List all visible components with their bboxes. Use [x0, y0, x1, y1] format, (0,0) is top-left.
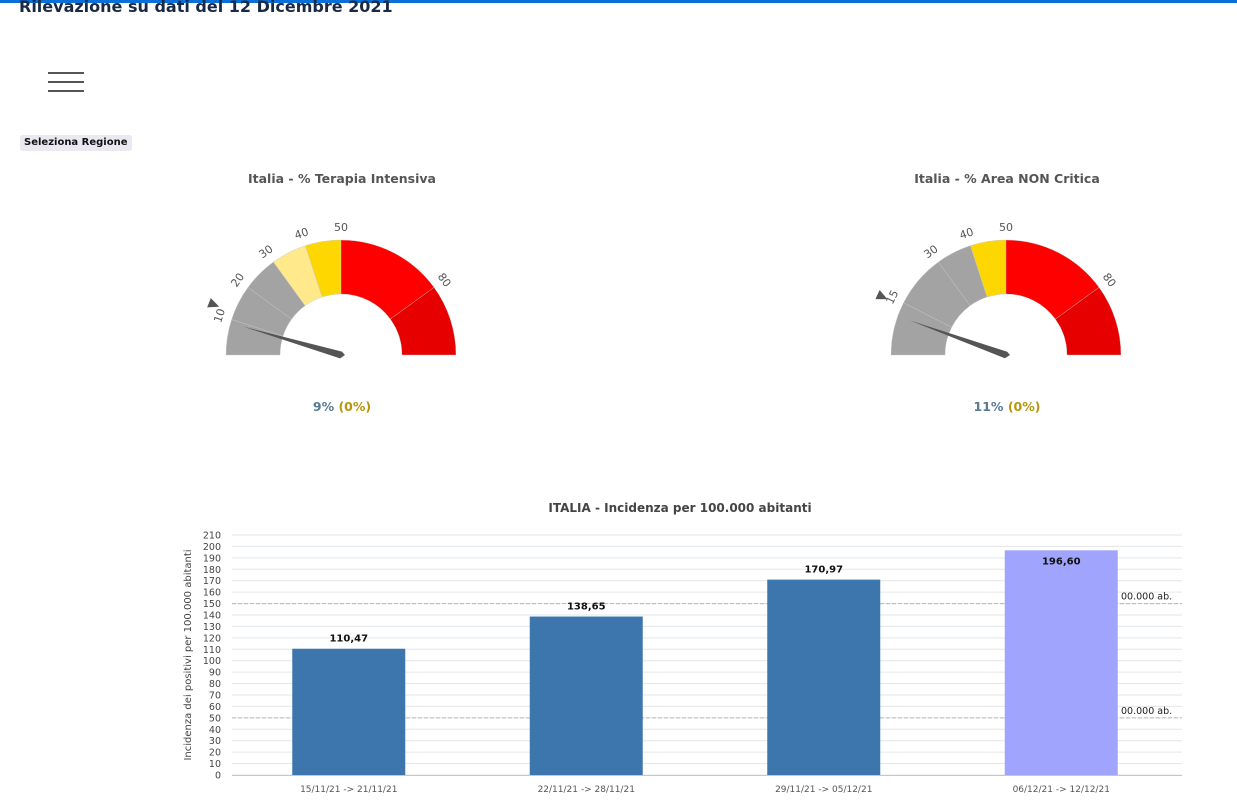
gauge-delta: (0%)	[1007, 399, 1041, 414]
gauge-tick-label: 50	[334, 221, 348, 234]
gauge-tick-label: 15	[883, 288, 901, 306]
gauge-tick-label: 80	[435, 271, 454, 290]
gauge-marker-icon	[875, 290, 888, 300]
gauge-percent: 11%	[973, 399, 1004, 414]
gauge-needle	[910, 320, 1010, 359]
gauge-value-non-critical: 11% (0%)	[907, 399, 1107, 414]
gauge-tick-label: 20	[228, 271, 247, 290]
gauge-tick-label: 80	[1100, 271, 1119, 290]
gauge-tick-label: 10	[211, 307, 228, 324]
gauge-percent: 9%	[312, 399, 335, 414]
gauge-tick-label: 40	[293, 225, 310, 242]
select-region-button[interactable]: Seleziona Regione	[20, 135, 132, 151]
gauge-needle	[243, 326, 345, 359]
page-title: Rilevazione su dati del 12 Dicembre 2021	[19, 0, 393, 16]
hamburger-icon[interactable]	[48, 72, 84, 94]
gauge-title-non-critical: Italia - % Area NON Critica	[914, 171, 1100, 186]
gauge-band	[1055, 287, 1122, 356]
top-accent-bar	[0, 0, 1237, 3]
gauge-value-intensive-care: 9% (0%)	[242, 399, 442, 414]
gauge-tick-label: 30	[257, 242, 276, 261]
gauge-marker-icon	[207, 298, 220, 308]
gauge-tick-label: 50	[999, 221, 1013, 234]
gauge-band	[390, 287, 457, 356]
gauge-delta: (0%)	[338, 399, 372, 414]
gauge-title-intensive-care: Italia - % Terapia Intensiva	[247, 171, 436, 186]
gauge-tick-label: 40	[958, 225, 975, 242]
gauge-tick-label: 30	[922, 242, 941, 261]
